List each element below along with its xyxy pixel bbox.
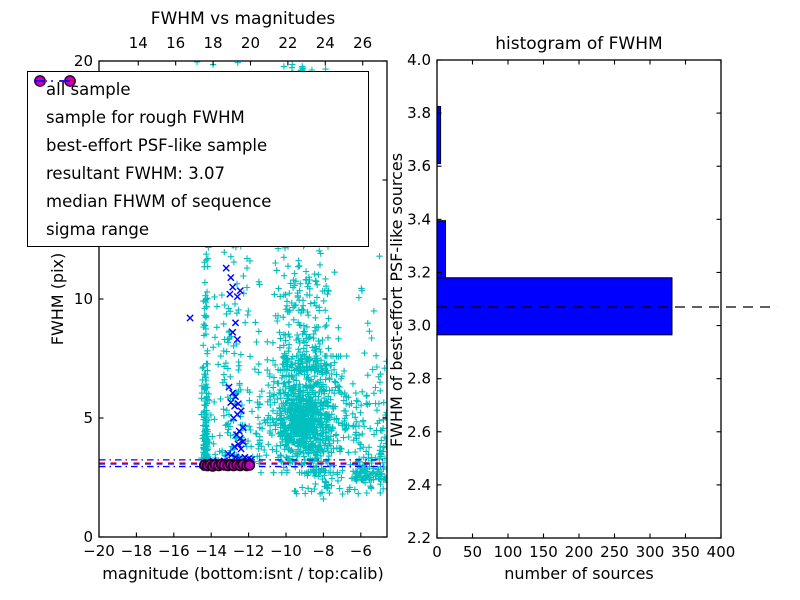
tick-label: 0 [83,528,93,546]
tick-label: 14 [129,34,148,52]
tick-label: −10 [270,542,302,560]
tick-label: 2.4 [407,476,431,494]
legend-label: sigma range [46,219,150,239]
all-sample-points [193,61,387,503]
tick-label: 2.8 [407,370,431,388]
legend-label: median FHWM of sequence [46,191,272,211]
tick-label: −14 [195,542,227,560]
tick-label: −12 [233,542,265,560]
tick-label: 3.6 [407,157,431,175]
tick-label: 3.8 [407,104,431,122]
tick-label: 3.0 [407,317,431,335]
tick-label: 0 [432,543,442,561]
tick-label: 200 [565,543,594,561]
tick-label: −18 [121,542,153,560]
legend-item-psf-sample: best-effort PSF-like sample [34,75,368,159]
tick-label: 18 [204,34,223,52]
legend-label: resultant FWHM: 3.07 [46,163,225,183]
legend-item-median-fwhm: median FHWM of sequence [34,80,368,215]
tick-label: 400 [707,543,736,561]
legend-label: sample for rough FWHM [46,107,245,127]
tick-label: −16 [158,542,190,560]
tick-label: 20 [241,34,260,52]
histogram-bar [436,277,673,336]
right-yaxis-label: FWHM of best-effort PSF-like sources [387,152,406,448]
legend-box: all sample sample for rough FWHM best-ef… [27,71,369,247]
tick-label: 10 [74,290,93,308]
tick-label: 50 [463,543,482,561]
tick-label: 26 [353,34,372,52]
right-plot-data [436,105,778,336]
legend-label: best-effort PSF-like sample [46,135,268,155]
histogram-bar [436,220,446,279]
legend-sigma-line-icon [34,80,76,82]
tick-label: 2.6 [407,423,431,441]
left-plot-title: FWHM vs magnitudes [150,9,336,29]
right-plot-title: histogram of FWHM [495,34,663,54]
tick-label: 2.2 [407,529,431,547]
tick-label: 150 [529,543,558,561]
left-xaxis-label: magnitude (bottom:isnt / top:calib) [102,564,384,583]
right-xaxis-label: number of sources [504,564,654,583]
tick-label: 4.0 [407,51,431,69]
tick-label: 250 [600,543,629,561]
tick-label: −8 [312,542,334,560]
left-plot-data [99,61,387,503]
tick-label: 3.4 [407,210,431,228]
tick-label: 20 [74,52,93,70]
tick-label: −20 [83,542,115,560]
tick-label: −6 [350,542,372,560]
legend-item-resultant-fwhm: resultant FWHM: 3.07 [34,80,368,187]
psf-like-point [243,459,256,471]
legend-item-sigma-range: sigma range [34,80,368,243]
tick-label: 350 [671,543,700,561]
tick-label: 22 [278,34,297,52]
tick-label: 5 [83,409,93,427]
tick-label: 16 [166,34,185,52]
legend-item-rough-fwhm: sample for rough FWHM [35,76,368,131]
tick-label: 24 [316,34,335,52]
tick-label: 100 [494,543,523,561]
tick-label: 3.2 [407,263,431,281]
tick-label: 300 [636,543,665,561]
